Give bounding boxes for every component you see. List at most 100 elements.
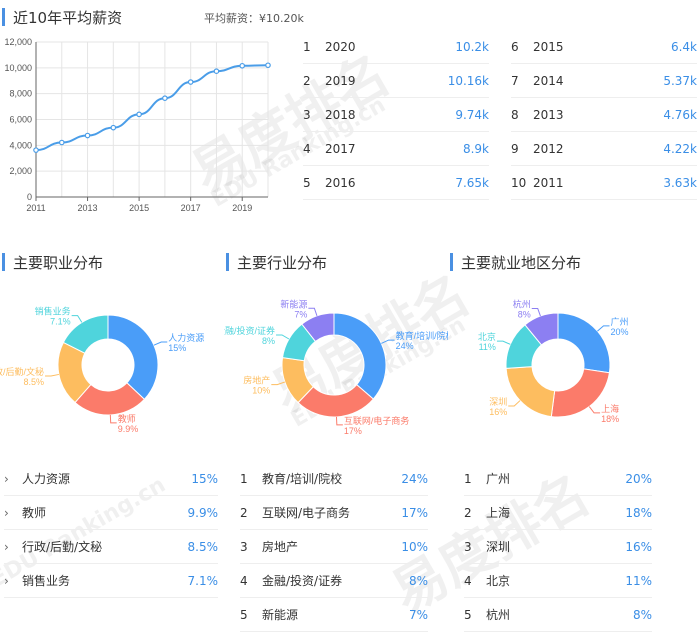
rank-value: 5.37k [663, 73, 697, 88]
list-item[interactable]: 2 互联网/电子商务 17% [240, 496, 428, 530]
slice-percent: 15% [168, 343, 186, 353]
donut-slice [107, 314, 159, 401]
salary-rank-row: 3 2018 9.74k [303, 98, 489, 132]
list-item[interactable]: › 人力资源 15% [4, 462, 218, 496]
list-item[interactable]: 1 广州 20% [464, 462, 652, 496]
salary-rank-row: 1 2020 10.2k [303, 30, 489, 64]
donut-slice [62, 314, 109, 354]
salary-rank-row: 7 2014 5.37k [511, 64, 697, 98]
salary-series-line [35, 64, 269, 152]
rank-year: 2014 [533, 73, 564, 88]
salary-title: 近10年平均薪资 [13, 8, 123, 27]
list-index: 2 [240, 505, 248, 520]
data-point [187, 79, 194, 85]
list-name: 房地产 [262, 540, 299, 554]
rank-index: 6 [511, 39, 519, 54]
list-item[interactable]: 4 北京 11% [464, 564, 652, 598]
slice-label: 新能源 [280, 298, 307, 309]
rank-index: 4 [303, 141, 311, 156]
slice-label-line [45, 373, 59, 377]
slice-label-line [496, 340, 511, 345]
slice-percent: 8% [262, 336, 275, 346]
slice-percent: 7% [294, 309, 307, 319]
slice-label: 行政/后勤/文秘 [0, 366, 44, 377]
list-item[interactable]: 3 房地产 10% [240, 530, 428, 564]
list-percent: 10% [401, 539, 428, 554]
slice-label: 广州 [610, 316, 628, 327]
list-item[interactable]: › 行政/后勤/文秘 8.5% [4, 530, 218, 564]
rank-year: 2020 [325, 39, 356, 54]
chevron-right-icon: › [4, 573, 9, 588]
y-tick-label: 2,000 [9, 166, 32, 176]
average-salary-label: 平均薪资：¥10.20k [204, 12, 304, 25]
data-point [213, 68, 220, 74]
slice-label: 深圳 [489, 397, 507, 407]
list-item[interactable]: › 教师 9.9% [4, 496, 218, 530]
slice-label-line [271, 381, 286, 386]
slice-label-line [531, 308, 541, 317]
list-percent: 7% [408, 607, 428, 622]
list-name: 人力资源 [22, 472, 71, 486]
rank-year: 2012 [533, 141, 564, 156]
list-item[interactable]: 2 上海 18% [464, 496, 652, 530]
salary-rank-row: 5 2016 7.65k [303, 166, 489, 200]
list-name: 上海 [486, 506, 511, 520]
rank-year: 2011 [533, 175, 564, 190]
list-percent: 9.9% [187, 505, 219, 520]
slice-label-line [71, 315, 83, 323]
slice-label-line [597, 325, 610, 332]
list-index: 4 [240, 573, 248, 588]
salary-rank-row: 10 2011 3.63k [511, 166, 697, 200]
slice-label: 教师 [118, 413, 136, 424]
list-index: 5 [464, 607, 472, 622]
list-item[interactable]: 4 金融/投资/证券 8% [240, 564, 428, 598]
data-point [84, 132, 91, 139]
slice-percent: 24% [396, 341, 414, 351]
list-item[interactable]: 1 教育/培训/院校 24% [240, 462, 428, 496]
list-name: 新能源 [262, 608, 299, 622]
list-item[interactable]: 5 新能源 7% [240, 598, 428, 632]
list-item[interactable]: 5 杭州 8% [464, 598, 652, 632]
region-section-title: 主要就业地区分布 [450, 252, 581, 272]
slice-label: 教育/培训/院校 [396, 330, 448, 341]
list-name: 深圳 [486, 540, 511, 554]
list-percent: 11% [625, 573, 652, 588]
salary-rank-row: 9 2012 4.22k [511, 132, 697, 166]
list-index: 4 [464, 573, 472, 588]
list-index: 3 [240, 539, 248, 554]
rank-index: 3 [303, 107, 311, 122]
rank-value: 10.16k [447, 73, 489, 88]
x-tick-label: 2015 [129, 203, 149, 213]
y-tick-label: 0 [27, 192, 32, 202]
data-point [265, 62, 271, 69]
list-name: 互联网/电子商务 [262, 506, 351, 520]
rank-year: 2013 [533, 107, 564, 122]
y-tick-label: 12,000 [4, 37, 32, 47]
slice-label: 上海 [601, 403, 619, 414]
list-item[interactable]: 3 深圳 16% [464, 530, 652, 564]
x-tick-label: 2019 [232, 203, 252, 213]
donut-slice [557, 312, 611, 374]
list-name: 教育/培训/院校 [262, 472, 343, 486]
data-point [58, 139, 65, 146]
rank-value: 4.22k [663, 141, 697, 156]
slice-label: 房地产 [243, 375, 270, 386]
rank-year: 2017 [325, 141, 356, 156]
salary-rank-row: 8 2013 4.76k [511, 98, 697, 132]
slice-label: 金融/投资/证券 [224, 325, 275, 336]
slice-label-line [508, 400, 521, 407]
list-item[interactable]: › 销售业务 7.1% [4, 564, 218, 598]
rank-index: 5 [303, 175, 311, 190]
list-percent: 15% [191, 471, 218, 486]
slice-label-line [109, 414, 117, 424]
rank-index: 1 [303, 39, 311, 54]
rank-value: 9.74k [455, 107, 489, 122]
x-tick-label: 2013 [78, 203, 98, 213]
data-point [110, 124, 117, 131]
rank-index: 10 [511, 175, 527, 190]
y-tick-label: 4,000 [9, 140, 32, 150]
list-index: 1 [464, 471, 472, 486]
slice-label-line [308, 307, 318, 317]
